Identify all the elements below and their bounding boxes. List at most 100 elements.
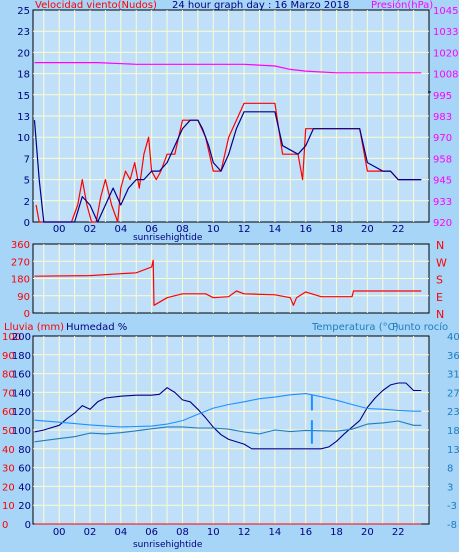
rain-y-tick-70: 70 [2,388,15,399]
hightide-label: hightide [166,233,203,243]
x-tick-label-00: 00 [53,224,66,235]
rain-y-tick-60: 60 [2,407,15,418]
rain-y-tick-40: 40 [2,445,15,456]
temp-y-tick-36: 36 [447,351,459,362]
direction-y-tick-360: 360 [11,240,30,251]
wind-y-tick-18: 18 [17,70,30,81]
wind-y-tick-13: 13 [17,112,30,123]
series-direction [34,259,422,306]
x-tick-label-12: 12 [238,527,251,538]
wind-y-tick-20: 20 [17,48,30,59]
x-tick-label-08: 08 [176,527,189,538]
humidity-y-tick-100: 100 [12,426,31,437]
pressure-y-tick-945: 945 [433,176,452,187]
x-tick-label-02: 02 [84,224,97,235]
humidity-y-tick-0: 0 [25,520,31,531]
rain-y-tick-80: 80 [2,370,15,381]
temp-y-tick-18: 18 [447,426,459,437]
direction-y-tick-270: 270 [11,257,30,268]
rain-y-tick-10: 10 [2,501,15,512]
direction-y-tick-180: 180 [11,275,30,286]
x-tick-label-04: 04 [114,224,127,235]
pressure-axis-title: Presión(hPa) [371,0,434,11]
x-tick-label-20: 20 [361,527,374,538]
x-tick-label-14: 14 [269,224,282,235]
rain-y-tick-30: 30 [2,464,15,475]
sunrise-label: sunrise [133,233,166,243]
temp-y-tick-23: 23 [447,407,459,418]
x-tick-label-10: 10 [207,224,220,235]
compass-tick-N: N [436,239,444,252]
pressure-y-tick-920: 920 [433,218,452,229]
wind-y-tick-15: 15 [17,91,30,102]
temp-y-tick-40: 40 [447,332,459,343]
pressure-y-tick-983: 983 [433,112,452,123]
temp-y-tick-31: 31 [447,370,459,381]
x-tick-label-18: 18 [330,224,343,235]
x-tick-label-08: 08 [176,224,189,235]
x-tick-label-00: 00 [53,527,66,538]
x-tick-label-06: 06 [145,224,158,235]
pressure-y-tick-1008: 1008 [433,70,458,81]
x-tick-label-14: 14 [269,527,282,538]
series-humidity [34,382,422,450]
pressure-y-tick-1033: 1033 [433,27,458,38]
x-tick-label-06: 06 [145,527,158,538]
direction-y-tick-0: 0 [24,309,30,320]
pressure-y-tick-1045: 1045 [433,6,458,17]
x-tick-label-12: 12 [238,224,251,235]
humidity-y-tick-120: 120 [12,407,31,418]
rain-y-tick-20: 20 [2,482,15,493]
x-tick-label-20: 20 [361,224,374,235]
wind-y-tick-10: 10 [17,133,30,144]
x-tick-label-16: 16 [299,224,312,235]
temp-y-tick-8: 8 [447,464,453,475]
humidity-y-tick-180: 180 [12,351,31,362]
series-average [33,111,422,223]
temp-y-tick--8: -8 [447,520,457,531]
compass-tick-N: N [436,308,444,321]
temp-y-tick--3: -3 [447,501,457,512]
wind-y-tick-23: 23 [17,27,30,38]
rain-axis-title: Lluvia (mm) [4,322,64,333]
humidity-y-tick-140: 140 [12,388,31,399]
humidity-y-tick-200: 200 [12,332,31,343]
x-tick-label-22: 22 [392,527,405,538]
series-pressure [34,62,422,74]
rain-y-tick-0: 0 [2,520,8,531]
dew-point-axis-title: Punto rocío [392,322,449,333]
pressure-y-tick-1020: 1020 [433,48,458,59]
x-tick-label-16: 16 [299,527,312,538]
pressure-y-tick-958: 958 [433,154,452,165]
compass-tick-W: W [436,256,447,269]
series-temperature [34,393,422,428]
wind-y-tick-25: 25 [17,6,30,17]
x-tick-label-10: 10 [207,527,220,538]
x-tick-label-02: 02 [84,527,97,538]
pressure-y-tick-933: 933 [433,197,452,208]
wind-y-tick-7: 7 [24,154,30,165]
humidity-y-tick-80: 80 [18,445,31,456]
pressure-y-tick-995: 995 [433,91,452,102]
graph-title: 24 hour graph day : 16 Marzo 2018 [172,0,350,11]
rain-y-tick-100: 100 [2,332,21,343]
wind-y-tick-0: 0 [24,218,30,229]
x-tick-label-18: 18 [330,527,343,538]
hightide-label: hightide [166,540,203,550]
direction-y-tick-90: 90 [17,292,30,303]
wind-y-tick-2: 2 [24,197,30,208]
series-dew_point [34,420,422,443]
x-tick-label-22: 22 [392,224,405,235]
humidity-axis-title: Humedad % [66,322,128,333]
humidity-y-tick-160: 160 [12,370,31,381]
humidity-y-tick-20: 20 [18,501,31,512]
compass-tick-S: S [436,274,443,287]
rain-y-tick-50: 50 [2,426,15,437]
sunrise-label: sunrise [133,540,166,550]
rain-y-tick-90: 90 [2,351,15,362]
temp-y-tick-3: 3 [447,482,453,493]
temperature-axis-title: Temperatura (°C) [312,322,399,333]
humidity-y-tick-40: 40 [18,482,31,493]
x-tick-label-04: 04 [114,527,127,538]
